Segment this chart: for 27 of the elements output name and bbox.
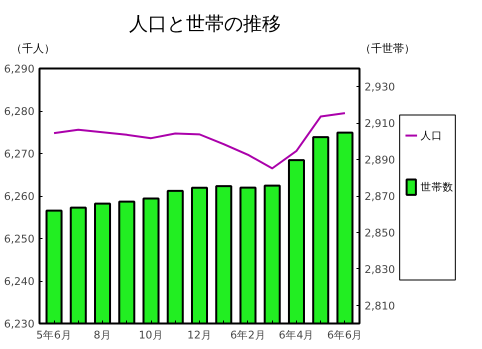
y2-tick-label: 2,870 (364, 190, 396, 203)
y2-axis-title: （千世帯） (360, 41, 415, 57)
y-tick-label: 6,250 (4, 232, 35, 246)
x-tick-label: 6年4月 (278, 328, 314, 342)
x-tick-label: 6年6月 (327, 328, 363, 342)
y2-tick-label: 2,930 (364, 80, 396, 94)
x-tick-label: 5年6月 (36, 328, 72, 342)
legend-label: 人口 (420, 129, 443, 142)
y-tick-label: 6,290 (4, 62, 35, 76)
legend-label: 世帯数 (420, 180, 454, 194)
y-tick-label: 6,270 (4, 148, 35, 160)
x-tick-label: 8月 (94, 328, 112, 342)
y2-tick-label: 2,810 (364, 299, 396, 312)
y-tick-label: 6,280 (4, 105, 35, 118)
y2-tick-label: 2,850 (364, 226, 396, 240)
y-tick-label: 6,230 (4, 318, 35, 330)
y2-tick-label: 2,830 (364, 262, 396, 276)
y-tick-label: 6,240 (4, 275, 35, 288)
y-tick-label: 6,260 (4, 190, 35, 203)
y2-tick-label: 2,910 (364, 117, 396, 130)
chart-title: 人口と世帯の推移 (128, 12, 282, 37)
x-tick-label: 12月 (187, 328, 212, 342)
x-tick-label: 10月 (138, 328, 164, 342)
y2-tick-label: 2,890 (364, 154, 396, 167)
x-tick-label: 6年2月 (230, 328, 266, 342)
y-axis-title: （千人） (11, 41, 55, 57)
line-series (53, 112, 346, 170)
